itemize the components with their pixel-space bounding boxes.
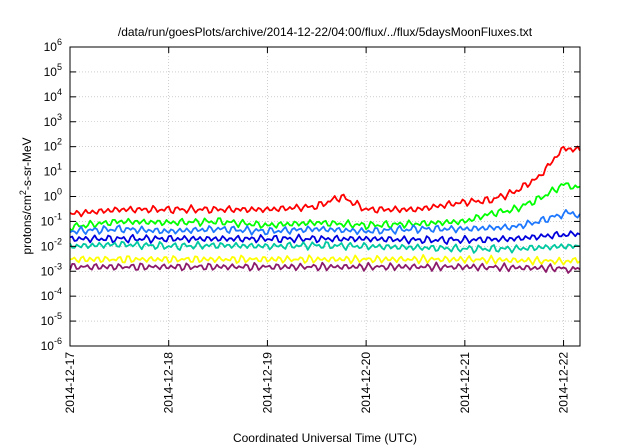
y-axis-label-post: -s-sr-MeV — [20, 137, 34, 190]
series-line-6 — [69, 253, 581, 266]
series-line-3 — [69, 208, 581, 236]
series-group — [69, 145, 581, 274]
x-tick-label: 2014-12-20 — [359, 352, 373, 414]
y-tick-label: 103 — [44, 112, 62, 129]
x-tick-label: 2014-12-19 — [260, 352, 274, 414]
y-tick-label: 10-3 — [41, 261, 62, 278]
x-tick-label: 2014-12-18 — [162, 352, 176, 414]
y-tick-label: 102 — [44, 137, 62, 154]
y-tick-label: 10-4 — [41, 286, 62, 303]
series-line-7 — [69, 261, 581, 274]
y-axis: 10-6 10-5 10-4 10-3 10-2 10-1 100 101 102 103 104 1… — [41, 37, 580, 353]
y-tick-label: 106 — [44, 37, 62, 54]
y-tick-label: 100 — [44, 187, 62, 204]
y-axis-label-sup: 2 — [18, 190, 28, 195]
x-tick-label: 2014-12-17 — [63, 352, 77, 414]
chart-title: /data/run/goesPlots/archive/2014-12-22/0… — [118, 25, 533, 39]
y-tick-label: 105 — [44, 62, 62, 79]
y-tick-label: 10-2 — [41, 236, 62, 253]
x-axis: 2014-12-17 2014-12-18 2014-12-19 2014-12-20… — [63, 47, 571, 413]
series-line-1 — [69, 145, 581, 218]
y-tick-label: 101 — [44, 162, 62, 179]
y-axis-label: protons/cm2-s-sr-MeV — [18, 137, 34, 254]
x-tick-label: 2014-12-22 — [557, 352, 571, 414]
y-tick-label: 104 — [44, 87, 62, 104]
series-line-4 — [69, 230, 581, 245]
series-line-2 — [69, 182, 581, 232]
y-axis-label-pre: protons/cm — [20, 195, 34, 254]
x-tick-label: 2014-12-21 — [458, 352, 472, 414]
x-axis-label: Coordinated Universal Time (UTC) — [233, 431, 417, 445]
y-tick-label: 10-6 — [41, 336, 62, 353]
y-tick-label: 10-1 — [41, 211, 62, 228]
series-line-5 — [69, 240, 581, 254]
y-tick-label: 10-5 — [41, 311, 62, 328]
